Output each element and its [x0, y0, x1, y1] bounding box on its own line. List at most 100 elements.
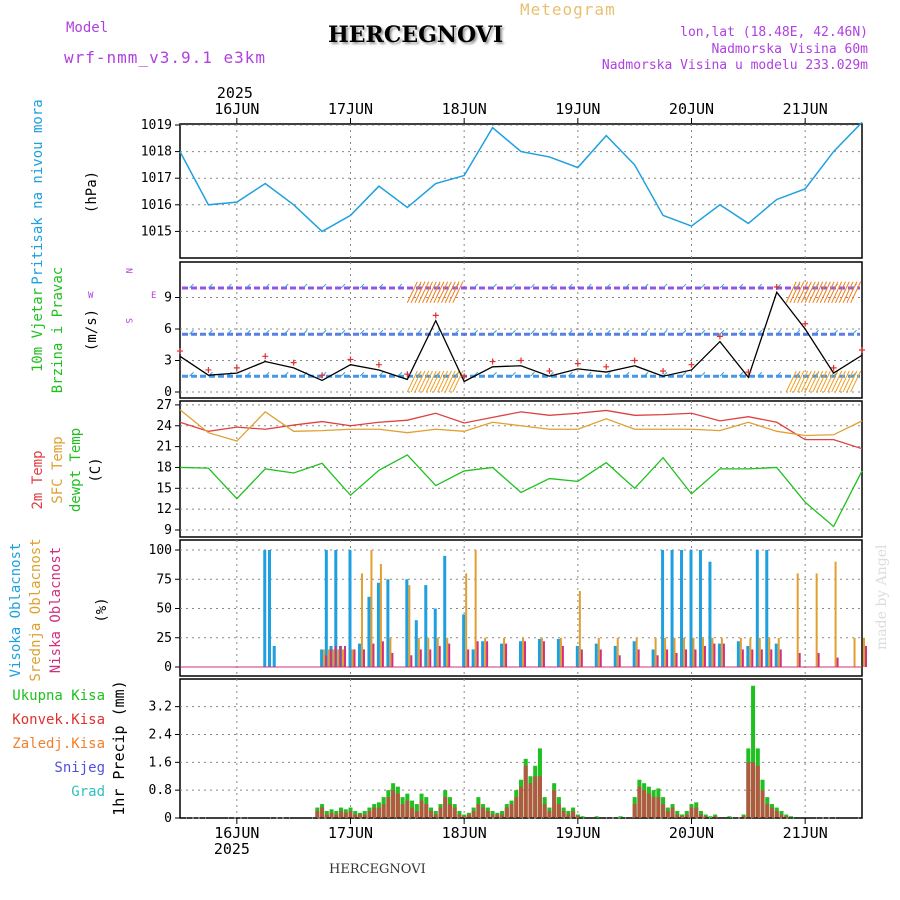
precip-bar-convective — [774, 811, 779, 818]
wind-barb — [397, 283, 403, 289]
cloud-bar-high — [661, 550, 665, 667]
y-tick-label: 1.6 — [149, 755, 172, 770]
cloud-bar-mid — [834, 561, 837, 667]
precip-bar-convective — [651, 797, 656, 818]
cloud-bar-mid — [720, 637, 723, 667]
y-tick-label: 21 — [156, 440, 172, 455]
cloud-bar-low — [410, 655, 413, 667]
cloud-bar-high — [263, 550, 267, 667]
wind-hatch — [808, 370, 820, 393]
wind-hatch — [797, 370, 809, 393]
wind-barb — [283, 283, 289, 289]
wind-barb — [681, 329, 687, 335]
cloud-bar-high — [632, 641, 636, 667]
cloud-bar-mid — [739, 637, 742, 667]
cloud-bar-mid — [484, 637, 487, 667]
precip-bar-convective — [680, 816, 685, 818]
wind-barb — [189, 283, 194, 289]
wind-hatch — [452, 281, 464, 303]
wind-barb — [264, 283, 270, 289]
x-tick-label-top: 21JUN — [783, 100, 828, 118]
precip-bar-total — [788, 816, 793, 818]
precip-bar-convective — [703, 816, 708, 818]
wind-gust-marker — [290, 359, 297, 366]
wind-barb — [624, 371, 630, 377]
precip-bar-convective — [684, 814, 689, 818]
wind-gust-marker — [262, 353, 269, 360]
wind-barb — [795, 329, 801, 335]
wind-hatch — [789, 370, 801, 393]
cloud-bar-mid — [323, 649, 326, 667]
cloud-bar-low — [339, 645, 342, 667]
cloud-bar-low — [817, 652, 820, 667]
wind-barb — [681, 283, 687, 289]
x-tick-label-bottom: 18JUN — [442, 824, 487, 842]
cloud-bar-mid — [360, 573, 363, 667]
precip-bar-convective — [713, 816, 718, 818]
precip-bar-convective — [694, 807, 699, 818]
precip-bar-convective — [765, 804, 770, 818]
wind-barb — [264, 329, 270, 335]
temp-line-2 — [179, 454, 863, 528]
wind-barb — [586, 371, 592, 377]
cloud-bar-low — [325, 655, 328, 667]
precip-bar-convective — [433, 814, 438, 818]
cloud-bar-high — [414, 620, 418, 667]
wind-barb — [359, 283, 365, 289]
wind-hatch — [819, 281, 831, 303]
cloud-bar-low — [561, 645, 564, 667]
wind-hatch — [448, 370, 460, 393]
model-label: Model — [66, 20, 109, 36]
wind-title: 10m Vjetar — [30, 288, 46, 372]
temp-sfc-label: SFC Temp — [50, 436, 66, 503]
precip-bar-total — [727, 816, 732, 818]
cloud-bar-high — [267, 550, 271, 667]
cloud-bar-mid — [337, 649, 340, 667]
cloud-bar-high — [670, 550, 674, 667]
wind-barb — [719, 329, 725, 335]
cloud-bar-mid — [446, 637, 449, 667]
wind-hatch — [785, 370, 797, 393]
x-tick-label-top: 19JUN — [555, 100, 600, 118]
cloud-bar-low — [751, 649, 754, 667]
cloud-low-label: Niska Oblacnost — [48, 547, 64, 673]
wind-hatch — [440, 370, 452, 393]
wind-barb — [473, 329, 478, 335]
wind-barb — [662, 283, 668, 289]
cloud-bar-low — [542, 641, 545, 667]
wind-gust-marker — [660, 368, 667, 374]
precip-bar-convective — [779, 814, 784, 818]
wind-gust-marker — [375, 361, 382, 368]
x-tick-label-bottom: 19JUN — [555, 824, 600, 842]
cloud-bar-low — [770, 649, 773, 667]
wind-gust-marker — [404, 371, 411, 378]
cloud-bar-high — [500, 643, 504, 667]
precip-bar-total — [594, 816, 599, 818]
wind-barb — [814, 329, 819, 335]
precip-bar-convective — [509, 804, 514, 818]
wind-barb — [776, 371, 782, 377]
wind-barb — [378, 329, 384, 335]
x-tick-label-bottom: 16JUN — [214, 824, 259, 842]
station-title: HERCEGNOVI — [328, 22, 504, 48]
cloud-bar-mid — [417, 637, 420, 667]
compass-north: N — [123, 268, 133, 273]
product-title: Meteogram — [520, 0, 616, 19]
x-tick-label-bottom: 17JUN — [328, 824, 373, 842]
precip-bar-convective — [523, 765, 528, 818]
precip-bar-convective — [395, 793, 400, 818]
wind-hatch — [850, 370, 862, 393]
wind-speed-line — [179, 290, 863, 383]
cloud-bar-mid — [768, 637, 771, 667]
cloud-bar-low — [779, 649, 782, 667]
x-tick-label-top: 18JUN — [442, 100, 487, 118]
wind-hatch — [422, 370, 433, 393]
wind-hatch — [846, 370, 858, 393]
wind-hatch — [433, 281, 445, 303]
precip-bar-convective — [642, 790, 647, 818]
wind-hatch — [406, 281, 418, 303]
precip-bar-convective — [552, 790, 557, 818]
precip-bar-convective — [661, 804, 666, 818]
precip-bar-convective — [485, 811, 490, 818]
wind-gust-marker — [802, 320, 809, 327]
